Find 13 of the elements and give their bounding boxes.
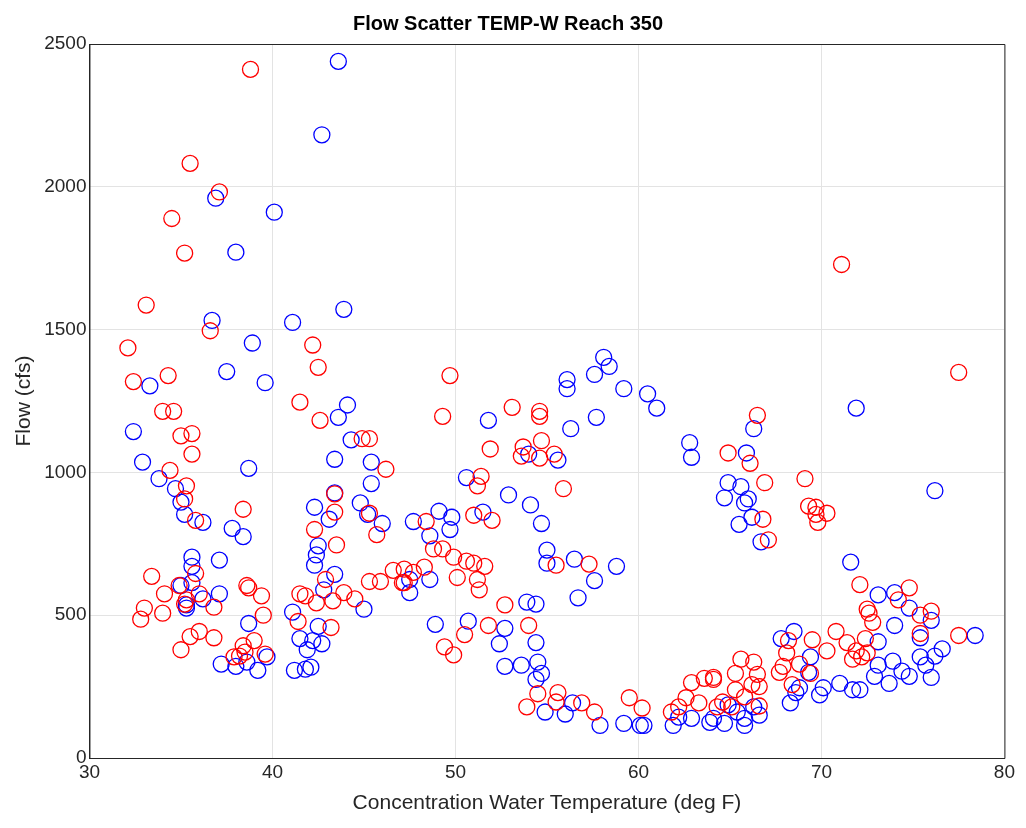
y-tick-label: 500	[54, 603, 87, 625]
y-tick-label: 1000	[44, 460, 87, 482]
y-axis-title: Flow (cfs)	[11, 355, 35, 447]
x-tick-label: 40	[261, 760, 284, 782]
x-axis-title: Concentration Water Temperature (deg F)	[352, 790, 742, 814]
x-tick-label: 60	[627, 760, 650, 782]
y-tick-label: 1500	[44, 317, 87, 339]
y-tick-label: 2000	[44, 175, 87, 197]
chart-title: Flow Scatter TEMP-W Reach 350	[352, 11, 664, 34]
y-tick-label: 2500	[44, 32, 87, 54]
x-tick-label: 50	[444, 760, 467, 782]
x-tick-label: 70	[810, 760, 833, 782]
x-tick-label: 80	[993, 760, 1015, 782]
